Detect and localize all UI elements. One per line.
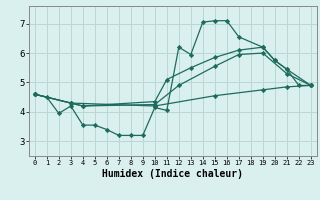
X-axis label: Humidex (Indice chaleur): Humidex (Indice chaleur) — [102, 169, 243, 179]
